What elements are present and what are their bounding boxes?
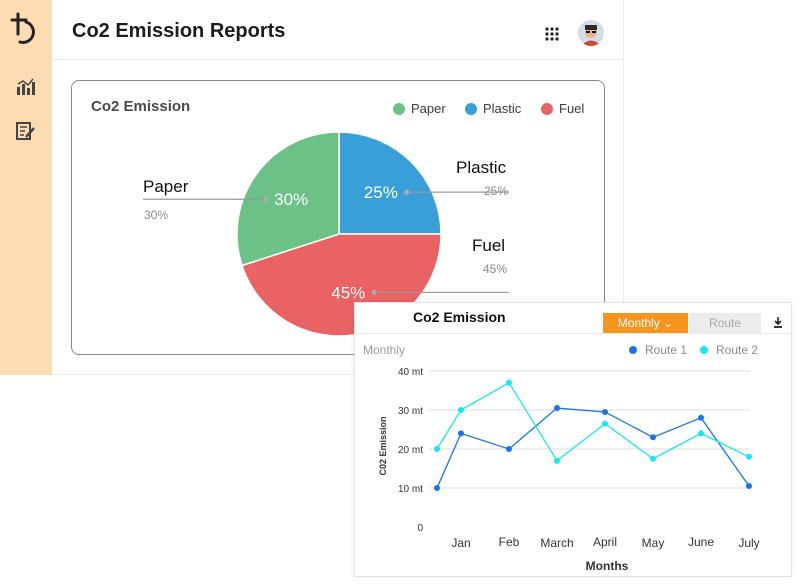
data-point[interactable] — [506, 446, 512, 452]
x-tick-label: May — [642, 536, 665, 550]
line-chart-card: Co2 Emission Monthly ⌄ Route Monthly Rou… — [354, 302, 792, 577]
x-tick-label: Jan — [451, 536, 470, 550]
y-tick-label: 10 mt — [398, 484, 423, 495]
report-edit-icon[interactable] — [16, 122, 36, 140]
data-point[interactable] — [554, 405, 560, 411]
sidebar — [0, 0, 52, 375]
x-axis-label: Months — [586, 559, 629, 573]
data-point[interactable] — [458, 407, 464, 413]
y-tick-label: 30 mt — [398, 406, 423, 417]
data-point[interactable] — [602, 409, 608, 415]
pie-slice-label: 25% — [364, 183, 398, 202]
app-logo[interactable] — [8, 12, 44, 48]
data-point[interactable] — [698, 415, 704, 421]
y-tick-label: 40 mt — [398, 367, 423, 378]
y-tick-label: 0 — [417, 523, 423, 534]
analytics-icon[interactable] — [16, 78, 36, 96]
x-tick-label: July — [738, 536, 759, 550]
top-bar: Co2 Emission Reports — [52, 0, 624, 60]
callout-pct-plastic: 25% — [484, 184, 508, 198]
x-tick-label: April — [593, 535, 617, 549]
data-point[interactable] — [554, 458, 560, 464]
pie-slice-label: 45% — [331, 283, 365, 302]
y-tick-label: 20 mt — [398, 445, 423, 456]
callout-label-fuel: Fuel — [472, 236, 505, 256]
line-chart: 0 10 mt 20 mt 30 mt 40 mt Jan Feb March April May… — [355, 303, 793, 578]
data-point[interactable] — [602, 421, 608, 427]
data-point[interactable] — [650, 434, 656, 440]
callout-pct-paper: 30% — [144, 208, 168, 222]
data-point[interactable] — [434, 485, 440, 491]
callout-pct-fuel: 45% — [483, 262, 507, 276]
data-point[interactable] — [506, 380, 512, 386]
data-point[interactable] — [458, 430, 464, 436]
data-point[interactable] — [650, 456, 656, 462]
x-tick-label: June — [688, 535, 714, 549]
callout-label-paper: Paper — [143, 177, 188, 197]
pie-slice-label: 30% — [274, 190, 308, 209]
user-avatar[interactable] — [578, 20, 604, 46]
callout-label-plastic: Plastic — [456, 158, 506, 178]
data-point[interactable] — [746, 454, 752, 460]
apps-grid-icon[interactable] — [545, 27, 559, 41]
data-point[interactable] — [434, 446, 440, 452]
x-tick-label: Feb — [499, 535, 520, 549]
data-point[interactable] — [746, 483, 752, 489]
page-title: Co2 Emission Reports — [72, 20, 285, 43]
x-tick-label: March — [540, 536, 573, 550]
y-axis-label: C02 Emission — [378, 416, 388, 475]
data-point[interactable] — [698, 430, 704, 436]
